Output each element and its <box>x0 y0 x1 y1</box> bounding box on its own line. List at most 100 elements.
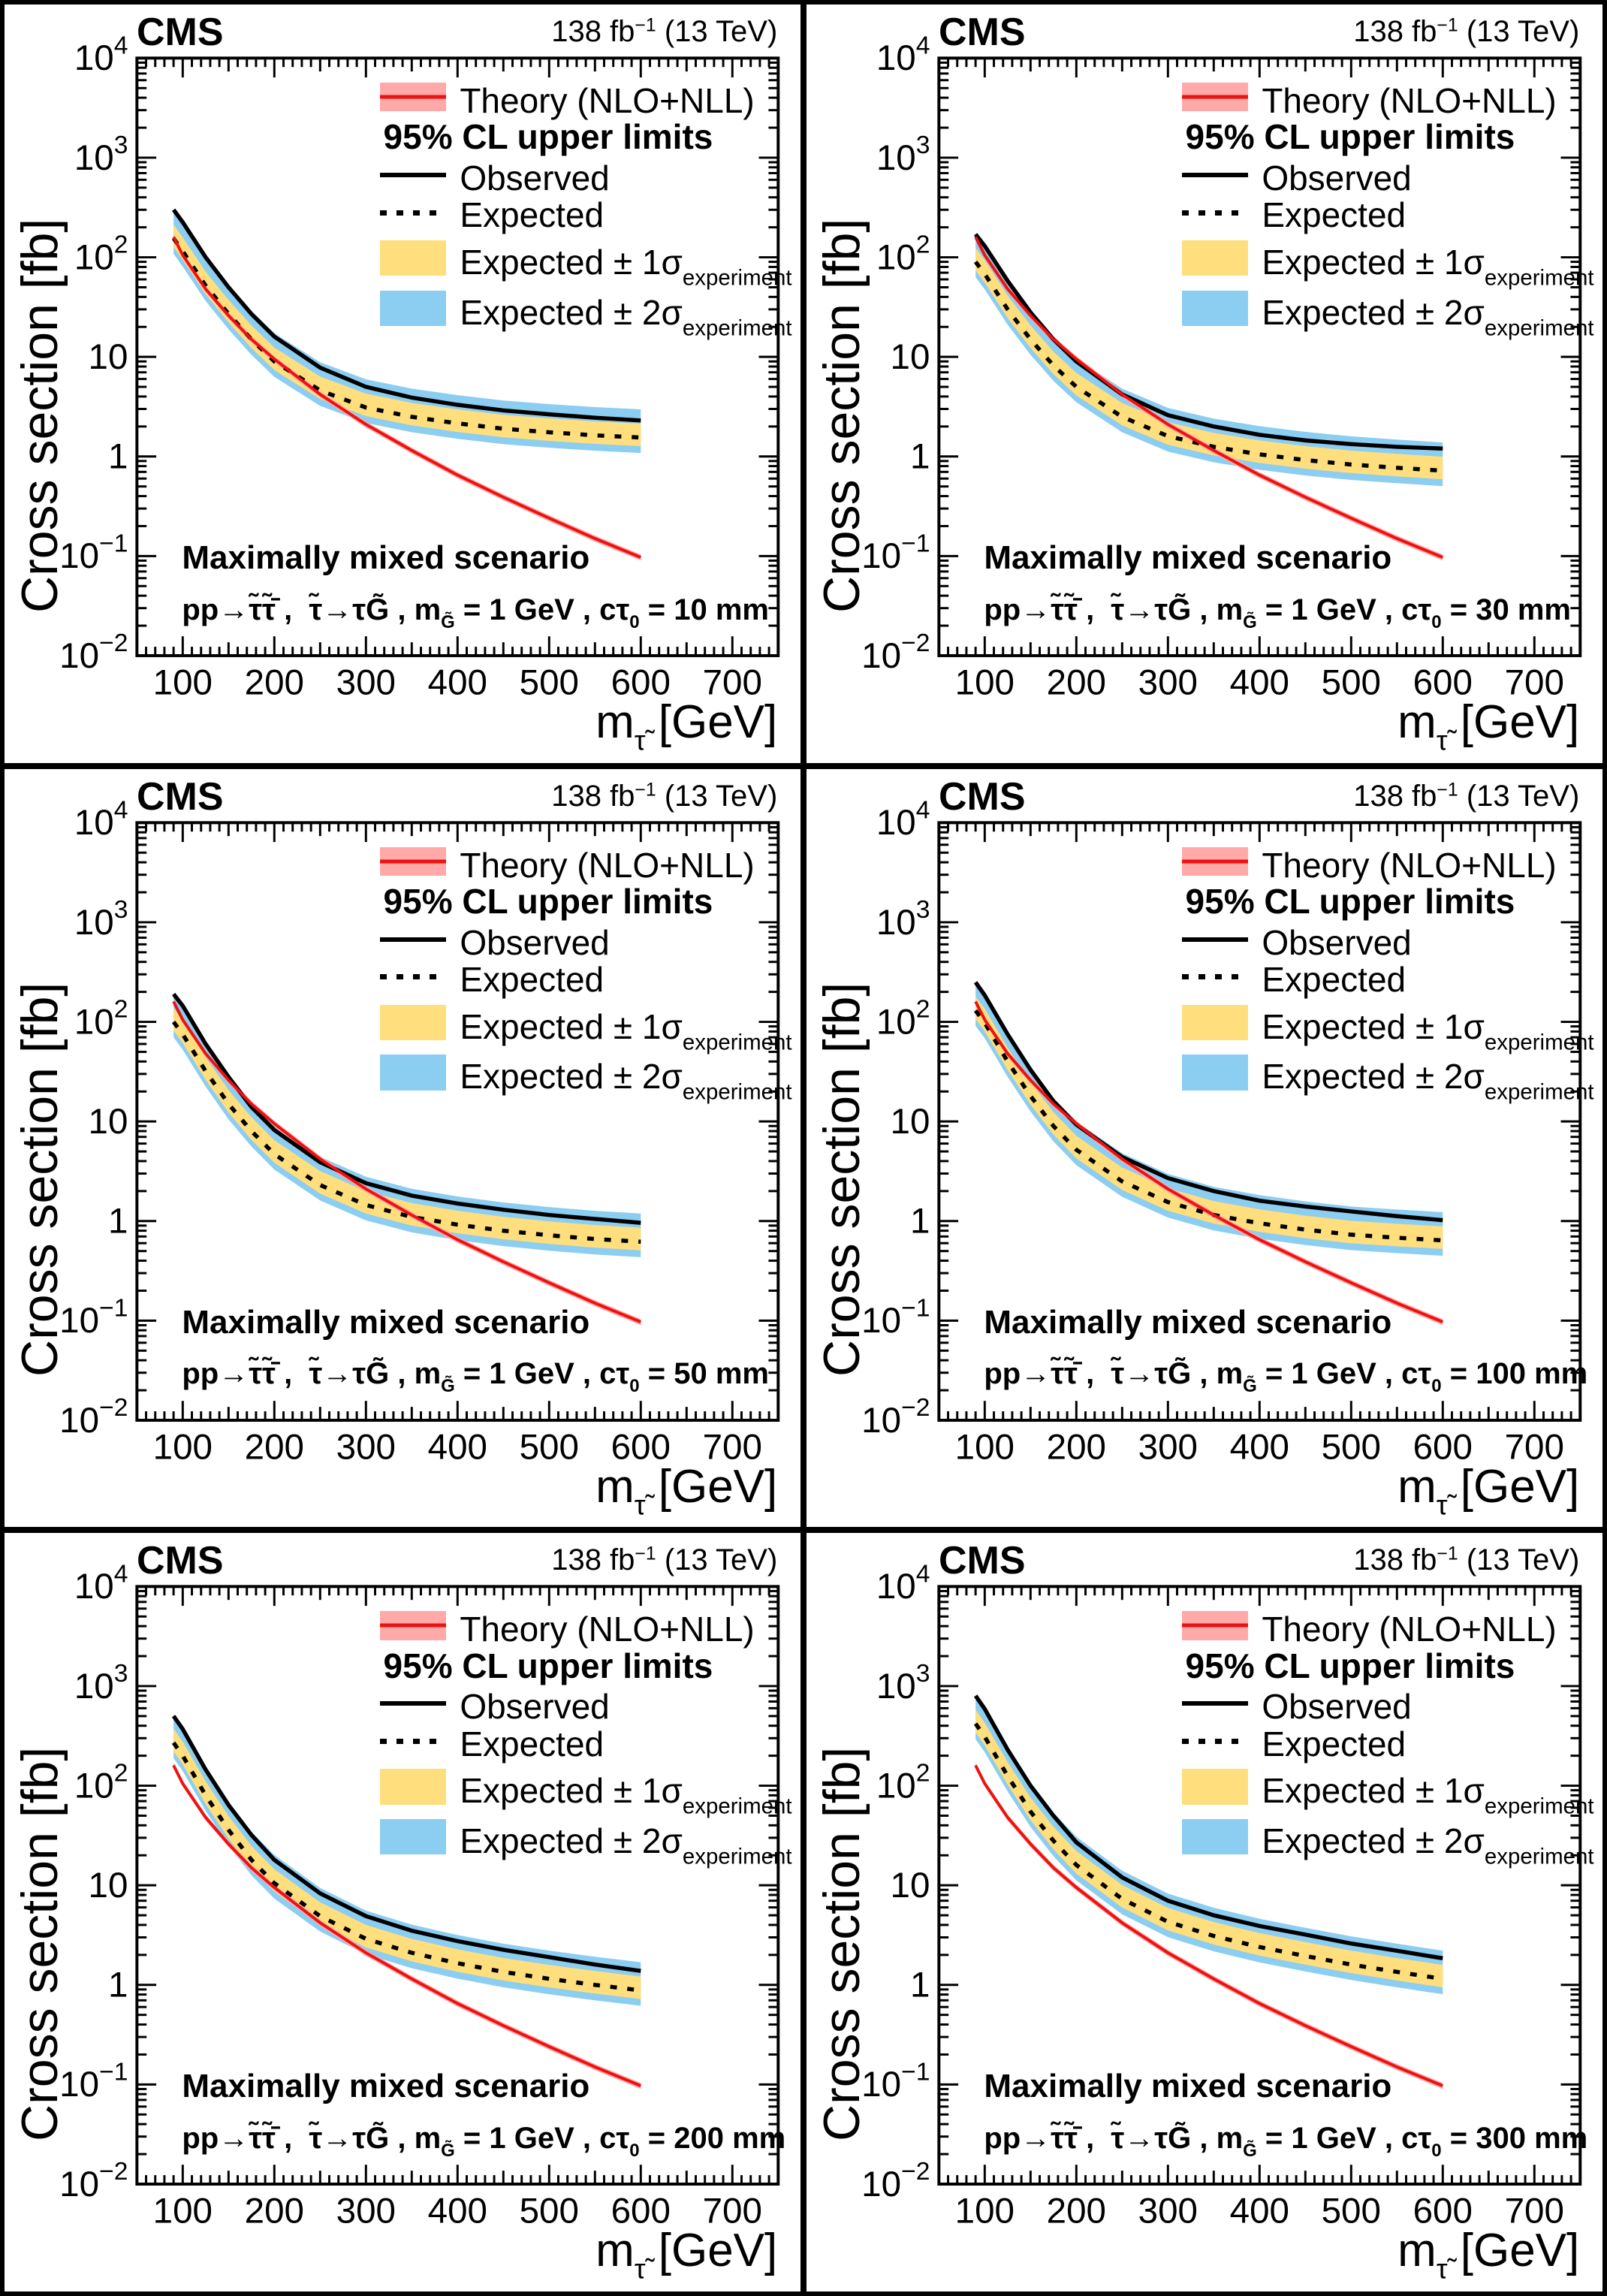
y-tick-label: 1 <box>108 1201 128 1241</box>
legend-theory-swatch <box>1182 846 1249 876</box>
plot-canvas: 100 200 300 400 500 600 70010−210−111010210310… <box>59 32 780 703</box>
limit-plot-panel-ctau-10mm: 100 200 300 400 500 600 700 10−2 10−1 1 10 102 103 10… <box>5 5 800 763</box>
theory-curve <box>974 1764 1444 2088</box>
process-annotation: pp→τ̃τ̃̄ , τ̃→τG̃ , mG̃ = 1 GeV , cτ0 = … <box>984 2123 1587 2160</box>
legend-2sigma-text: Expected ± 2σ <box>1262 1057 1485 1097</box>
x-tick-label: 200 <box>1047 1427 1106 1467</box>
legend-2sigma-swatch <box>380 1818 447 1855</box>
plot-canvas: 100 200 300 400 500 600 70010−210−111010210310… <box>861 1561 1582 2231</box>
ctau-unit: mm <box>707 1357 769 1391</box>
x-tick-label: 600 <box>611 2192 671 2231</box>
x-tick-label: 500 <box>1322 2192 1381 2231</box>
theory-line-sample <box>1182 1623 1249 1628</box>
legend-expected-swatch <box>1182 210 1249 216</box>
energy-label: (13 TeV) <box>1458 15 1580 49</box>
legend-2sigma-swatch <box>380 1054 447 1091</box>
x-tick-label: 700 <box>703 662 762 702</box>
y-tick-label: 10 <box>89 337 128 377</box>
expected-curve <box>973 260 1443 473</box>
x-tick-labels: 100 200 300 400 500 600 700 <box>153 2192 762 2231</box>
observed-curve <box>171 1715 641 1974</box>
legend-observed-swatch <box>1182 1701 1249 1706</box>
legend-2sigma-text: Expected ± 2σ <box>1262 1821 1485 1861</box>
legend-observed-label: Observed <box>1262 1687 1412 1727</box>
process-production: pp→τ̃τ̃̄ <box>984 2121 1078 2155</box>
y-tick-labels: 10−2 10−1 1 10 102 103 104 <box>861 1561 930 2204</box>
y-tick-label: 104 <box>876 1561 930 1607</box>
process-mass-eq: = 1 GeV , c <box>1256 1357 1419 1391</box>
y-tick-labels: 10−2 10−1 1 10 102 103 104 <box>59 796 128 1440</box>
energy-label: (13 TeV) <box>656 779 778 813</box>
x-tick-label: 400 <box>1230 1427 1289 1467</box>
process-production: pp→τ̃τ̃̄ <box>182 593 276 626</box>
cms-logo: CMS <box>136 1539 224 1583</box>
ctau-zero-sub: 0 <box>1431 1375 1442 1396</box>
y-tick-labels: 10−2 10−1 1 10 102 103 104 <box>59 1561 128 2204</box>
legend-2sigma-subscript: experiment <box>1484 315 1594 341</box>
theory-curve <box>974 236 1444 559</box>
process-annotation: pp→τ̃τ̃̄ , τ̃→τG̃ , mG̃ = 1 GeV , cτ0 = … <box>984 595 1571 632</box>
legend-1sigma-text: Expected ± 1σ <box>1262 243 1485 282</box>
legend-expected-swatch <box>1182 1738 1249 1744</box>
legend-header: 95% CL upper limits <box>383 882 713 922</box>
y-tick-label: 103 <box>876 896 930 943</box>
legend-expected-label: Expected <box>460 1724 605 1763</box>
y-tick-label: 1 <box>910 437 930 477</box>
legend-2sigma-label: Expected ± 2σexperiment <box>1262 1824 1593 1868</box>
y-tick-label: 10 <box>89 1866 128 1905</box>
axis-ticks <box>137 56 779 657</box>
x-title-m: m <box>595 1460 635 1513</box>
legend-2sigma-label: Expected ± 2σexperiment <box>460 1824 791 1868</box>
legend-1sigma-text: Expected ± 1σ <box>460 243 683 282</box>
scenario-title: Maximally mixed scenario <box>182 2068 590 2105</box>
legend-2sigma-subscript: experiment <box>682 315 792 341</box>
legend-2sigma-text: Expected ± 2σ <box>460 1057 683 1097</box>
cms-logo: CMS <box>938 11 1026 55</box>
legend-2sigma-subscript: experiment <box>1484 1080 1594 1106</box>
ctau-value: 100 <box>1476 1357 1526 1391</box>
x-tick-label: 500 <box>1322 1427 1381 1467</box>
legend-1sigma-label: Expected ± 1σexperiment <box>460 1009 791 1054</box>
theory-line-sample <box>1182 95 1249 99</box>
process-annotation: pp→τ̃τ̃̄ , τ̃→τG̃ , mG̃ = 1 GeV , cτ0 = … <box>182 1359 769 1395</box>
x-tick-label: 200 <box>245 1427 304 1467</box>
process-sep: , <box>275 1357 309 1391</box>
axis-ticks <box>939 821 1581 1422</box>
ctau-equals: = <box>639 593 674 626</box>
legend-observed-swatch <box>1182 173 1249 178</box>
legend-observed-label: Observed <box>1262 158 1412 198</box>
y-axis-title: Cross section [fb] <box>11 1746 68 2142</box>
legend-observed-swatch <box>380 173 447 178</box>
y-axis-title: Cross section [fb] <box>11 982 68 1377</box>
y-tick-label: 10−1 <box>59 1294 128 1341</box>
y-axis-title: Cross section [fb] <box>813 982 870 1377</box>
x-tick-label: 400 <box>1230 662 1289 702</box>
y-tick-label: 10−2 <box>861 1394 930 1441</box>
x-tick-label: 300 <box>336 2192 396 2231</box>
lumi-exponent: −1 <box>1437 15 1458 36</box>
legend-theory-label: Theory (NLO+NLL) <box>460 845 755 885</box>
legend-2sigma-label: Expected ± 2σexperiment <box>460 295 791 339</box>
process-sep: , <box>1077 2121 1111 2155</box>
legend-observed-label: Observed <box>460 922 610 962</box>
x-tick-label: 500 <box>1322 662 1381 702</box>
process-sep: , <box>1077 593 1111 626</box>
x-title-unit: [GeV] <box>645 1460 778 1513</box>
legend-2sigma-text: Expected ± 2σ <box>460 1821 683 1861</box>
ctau-zero-sub: 0 <box>629 611 640 632</box>
limit-plot-panel-ctau-30mm: 100 200 300 400 500 600 700 10−2 10−1 1 10 102 103 10… <box>807 5 1602 763</box>
scenario-title: Maximally mixed scenario <box>984 1303 1392 1341</box>
legend-2sigma-swatch <box>1182 1054 1249 1091</box>
legend-observed-swatch <box>1182 937 1249 942</box>
x-title-m: m <box>1397 695 1437 748</box>
limit-plot-panel-ctau-200mm: 100 200 300 400 500 600 700 10−2 10−1 1 10 102 103 10… <box>5 1533 800 2291</box>
ctau-zero-sub: 0 <box>1431 2140 1442 2161</box>
legend-1sigma-subscript: experiment <box>1484 265 1594 291</box>
axis-ticks <box>137 1585 779 2186</box>
y-tick-label: 10 <box>89 1102 128 1142</box>
theory-line-sample <box>1182 859 1249 864</box>
legend-1sigma-text: Expected ± 1σ <box>460 1006 683 1046</box>
expected-curve <box>973 1722 1443 1981</box>
ctau-unit: mm <box>1525 2121 1588 2155</box>
cms-logo: CMS <box>938 1539 1026 1583</box>
